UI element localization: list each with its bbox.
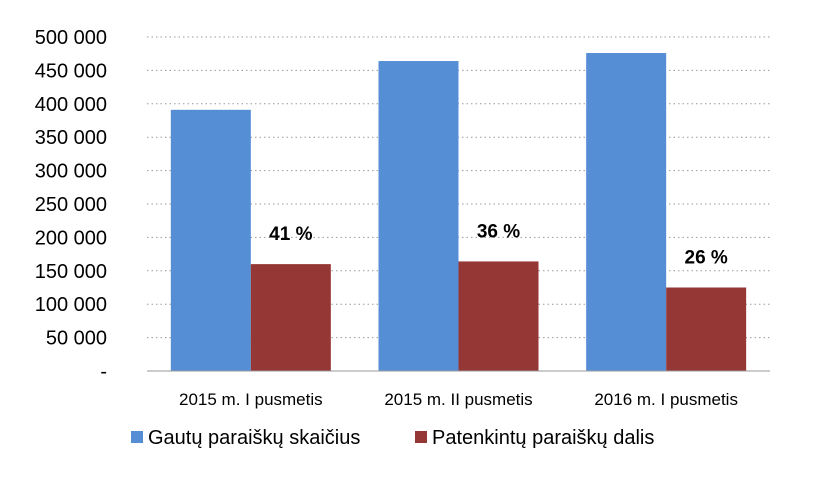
y-tick-label: 250 000	[35, 194, 107, 216]
bar-approved	[458, 261, 539, 371]
data-label: 36 %	[477, 221, 520, 242]
legend-item-approved-swatch	[415, 431, 427, 443]
bar-received	[586, 53, 667, 371]
y-tick-label: 50 000	[46, 328, 107, 350]
y-tick-label: 350 000	[35, 127, 107, 149]
y-tick-label: -	[100, 361, 107, 383]
bars	[170, 53, 747, 371]
x-tick-label: 2016 m. I pusmetis	[594, 390, 738, 409]
legend-item-received-swatch	[131, 431, 143, 443]
x-tick-label: 2015 m. I pusmetis	[179, 390, 323, 409]
y-tick-label: 200 000	[35, 227, 107, 249]
data-labels: 41 % 36 % 26 %	[269, 221, 728, 268]
y-tick-label: 300 000	[35, 161, 107, 183]
y-axis: - 50 000 100 000 150 000 200 000 250 000 300 0…	[35, 27, 107, 383]
bar-received	[170, 109, 251, 371]
data-label: 41 %	[269, 224, 312, 245]
bar-approved	[250, 264, 331, 371]
y-tick-label: 400 000	[35, 94, 107, 116]
data-label: 26 %	[685, 248, 728, 269]
y-tick-label: 450 000	[35, 60, 107, 82]
x-axis: 2015 m. I pusmetis 2015 m. II pusmetis 201…	[147, 370, 770, 409]
bar-received	[378, 61, 459, 371]
x-tick-label: 2015 m. II pusmetis	[384, 390, 532, 409]
y-tick-label: 500 000	[35, 27, 107, 49]
legend-item-received-label: Gautų paraiškų skaičius	[148, 427, 360, 449]
y-tick-label: 100 000	[35, 294, 107, 316]
legend-item-approved-label: Patenkintų paraiškų dalis	[432, 427, 654, 449]
bar-approved	[666, 287, 747, 371]
legend: Gautų paraiškų skaičius Patenkintų paraiš…	[131, 427, 654, 449]
y-tick-label: 150 000	[35, 261, 107, 283]
